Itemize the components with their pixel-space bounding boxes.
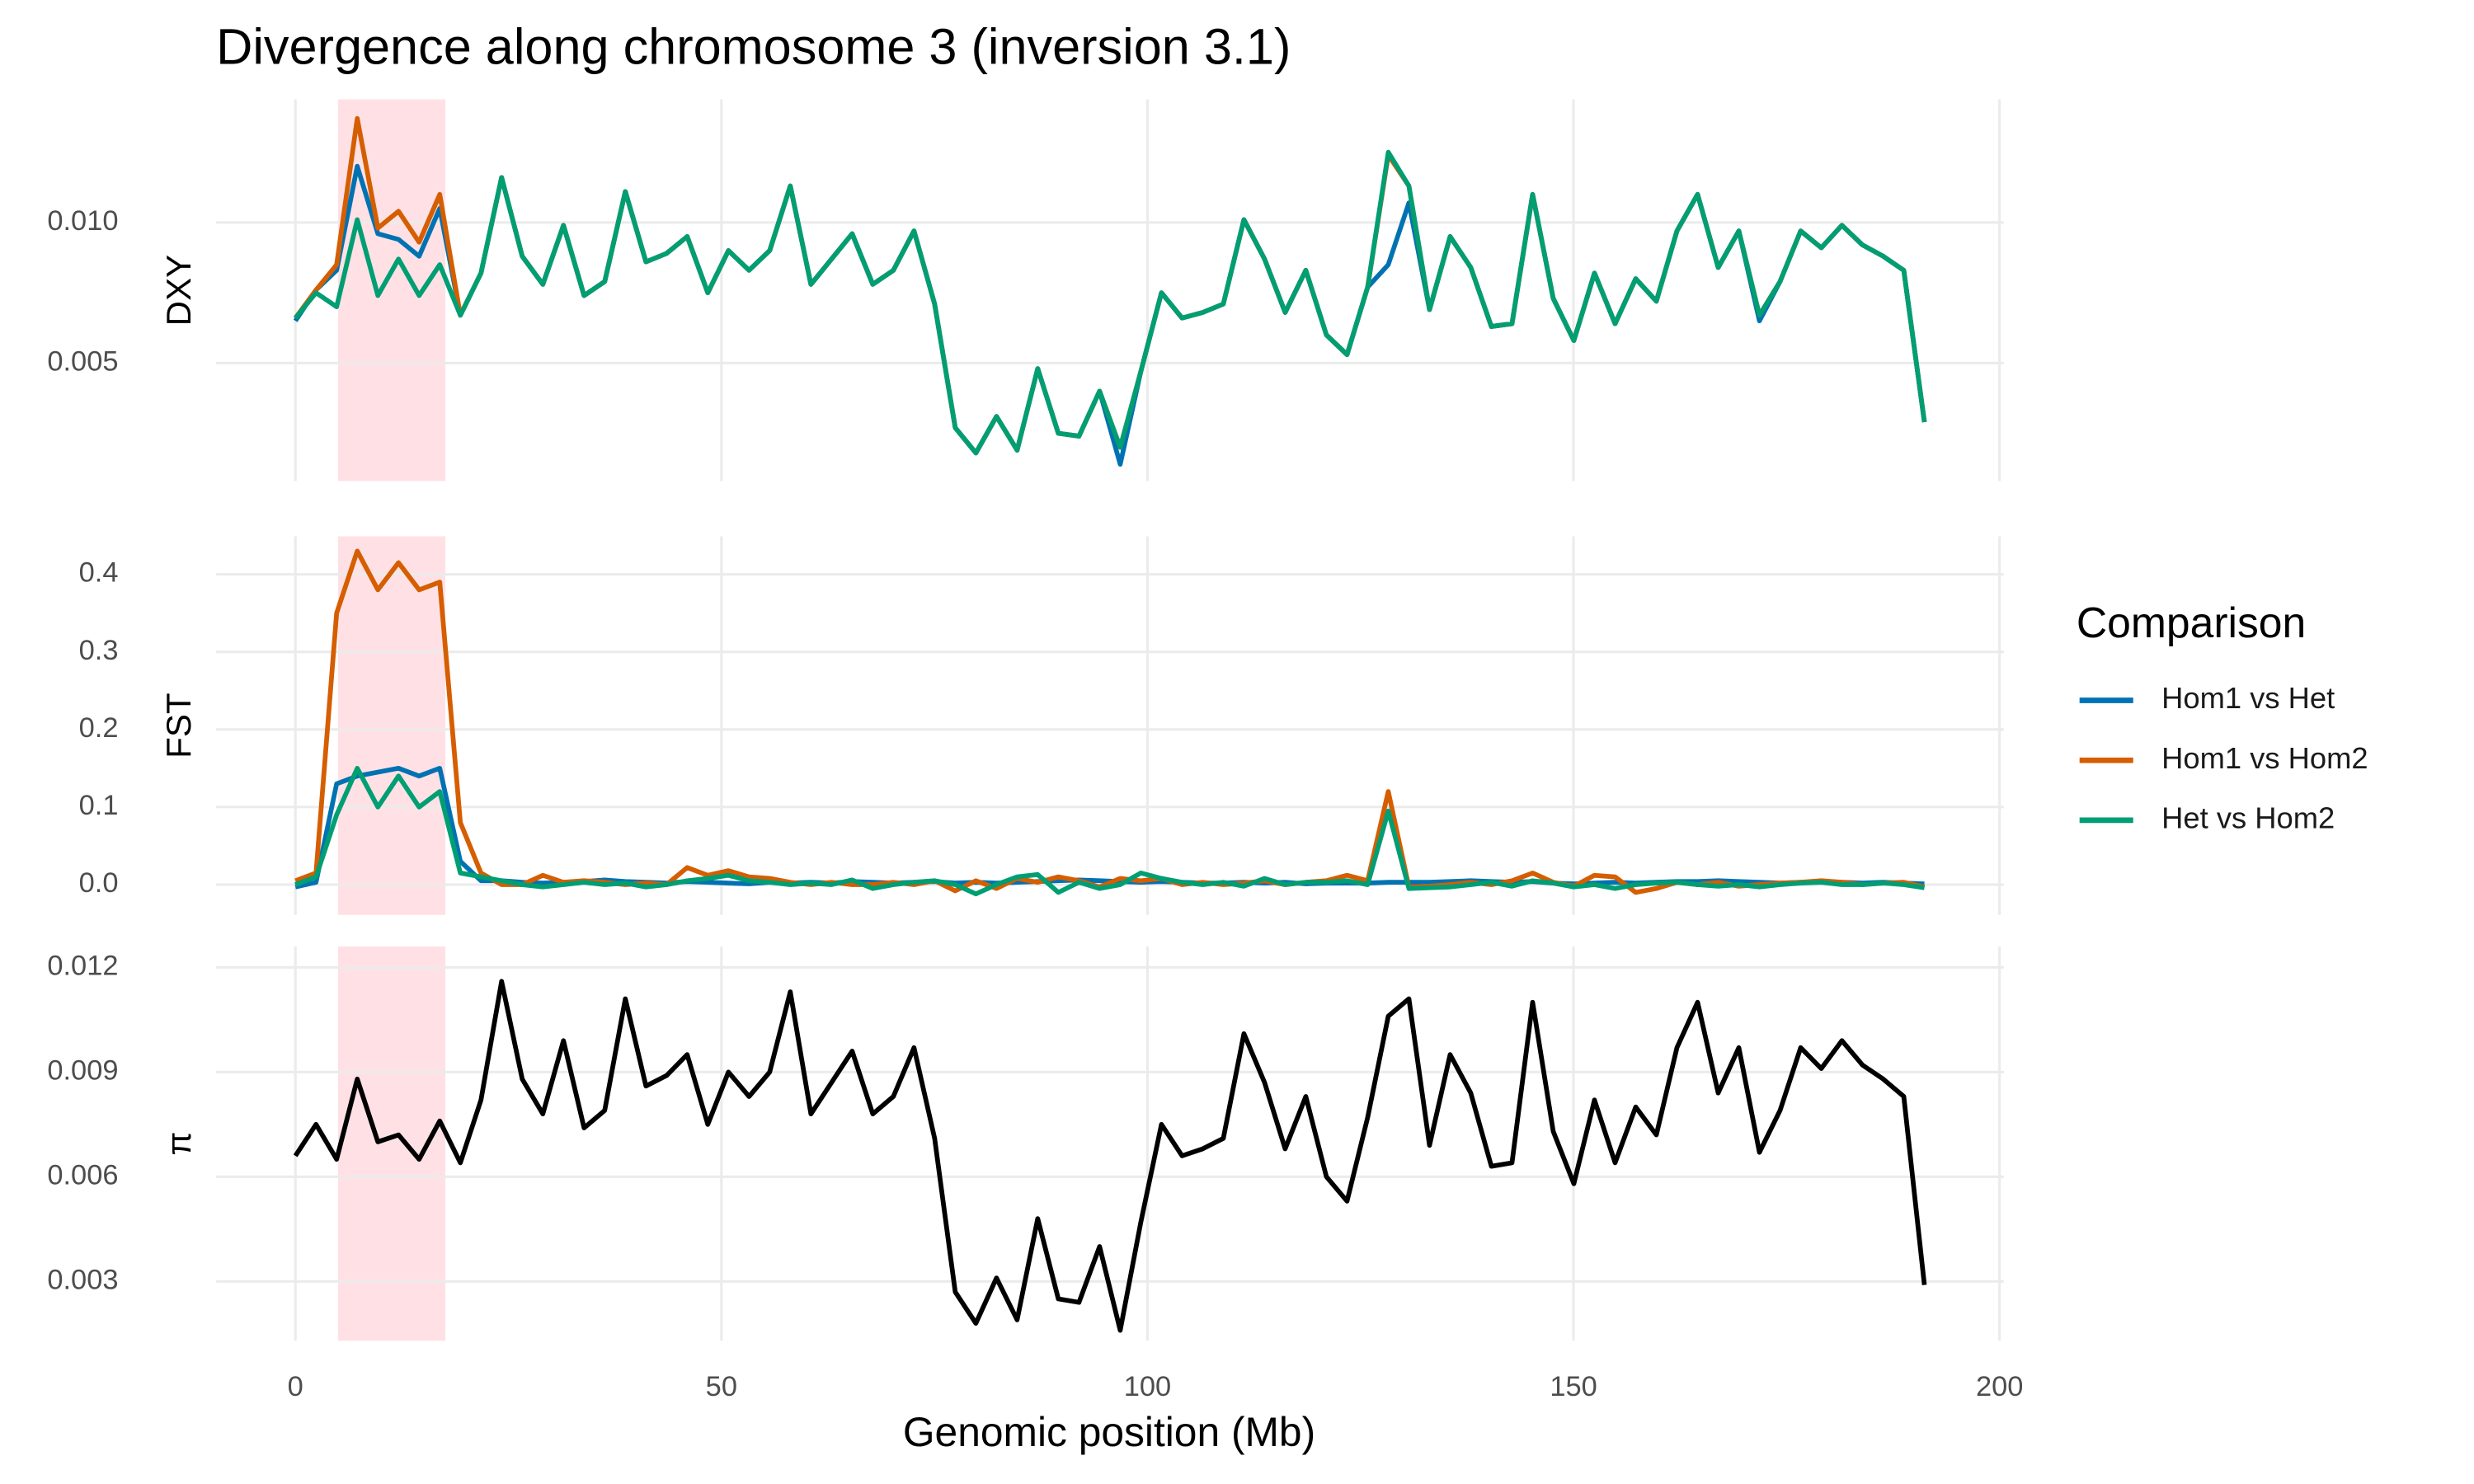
y-tick-label: 0.1 xyxy=(79,790,119,821)
y-tick-label: 0.2 xyxy=(79,712,119,744)
x-tick-label: 150 xyxy=(1550,1371,1597,1402)
x-tick-label: 100 xyxy=(1124,1371,1171,1402)
series-line xyxy=(293,979,1927,1333)
y-axis-title: DXY xyxy=(159,255,198,326)
highlight-region xyxy=(337,536,446,915)
chart-title: Divergence along chromosome 3 (inversion… xyxy=(216,18,1291,74)
legend-title: Comparison xyxy=(2077,599,2306,646)
y-axis-title: π xyxy=(159,1132,198,1156)
series-line xyxy=(293,149,1927,456)
highlight-region xyxy=(337,99,446,481)
legend-label: Hom1 vs Het xyxy=(2161,681,2335,715)
y-tick-label: 0.3 xyxy=(79,635,119,666)
series-line xyxy=(293,115,1927,456)
legend-label: Het vs Hom2 xyxy=(2161,801,2335,835)
y-tick-label: 0.005 xyxy=(47,345,118,377)
y-tick-label: 0.0 xyxy=(79,867,119,899)
legend-label: Hom1 vs Hom2 xyxy=(2161,741,2368,775)
y-axis-title: FST xyxy=(159,693,198,758)
y-tick-label: 0.012 xyxy=(47,950,118,981)
series-line xyxy=(294,765,1925,897)
x-tick-label: 0 xyxy=(288,1371,303,1402)
x-tick-label: 50 xyxy=(706,1371,737,1402)
series-line xyxy=(294,548,1926,895)
y-tick-label: 0.4 xyxy=(79,557,119,589)
y-tick-label: 0.003 xyxy=(47,1264,118,1295)
y-tick-label: 0.006 xyxy=(47,1159,118,1190)
y-tick-label: 0.009 xyxy=(47,1054,118,1086)
series-line xyxy=(294,765,1925,890)
x-tick-label: 200 xyxy=(1976,1371,2023,1402)
x-axis-title: Genomic position (Mb) xyxy=(903,1409,1315,1455)
y-tick-label: 0.010 xyxy=(47,205,118,237)
